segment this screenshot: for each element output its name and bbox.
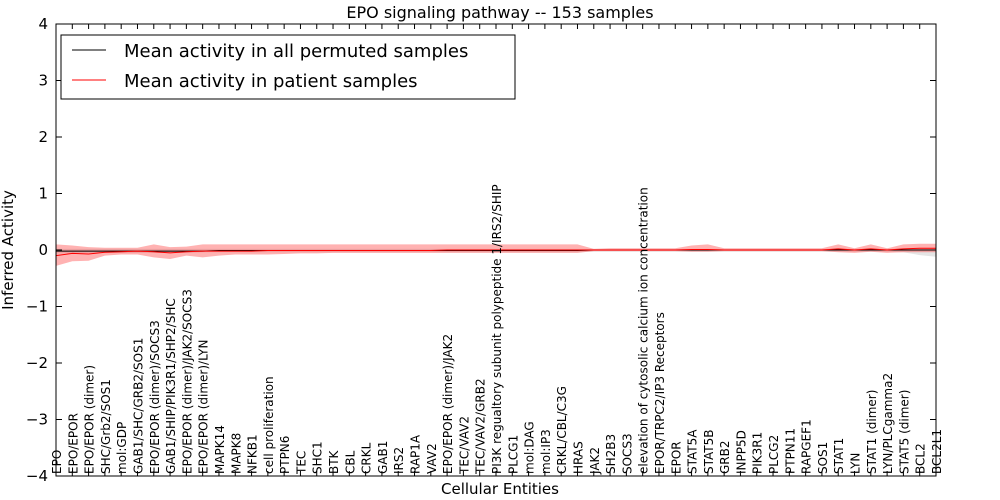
x-tick-label: mol:IP3 [539, 429, 553, 474]
y-axis-label: Inferred Activity [0, 190, 17, 310]
x-tick-label: PLCG1 [506, 435, 520, 474]
x-tick-label: GAB1/SHC/GRB2/SOS1 [131, 338, 145, 474]
x-tick-label: PTPN6 [278, 436, 292, 474]
x-tick-label: TEC [294, 451, 308, 475]
x-tick-label: STAT5B [702, 430, 716, 475]
x-tick-label: STAT5 (dimer) [897, 390, 911, 474]
x-tick-label: EPO/EPOR [66, 413, 80, 474]
x-tick-label: PTPN11 [783, 428, 797, 474]
x-tick-label: NFKB1 [246, 434, 260, 474]
y-tick-label: −4 [26, 467, 48, 485]
x-tick-label: RAP1A [409, 434, 423, 474]
x-tick-label: SHC/Grb2/SOS1 [99, 379, 113, 474]
x-tick-label: SH2B3 [604, 434, 618, 474]
x-tick-label: STAT5A [686, 429, 700, 474]
y-tick-label: 4 [38, 15, 48, 33]
legend-frame [60, 34, 516, 100]
x-axis-label: Cellular Entities [441, 480, 559, 498]
x-tick-label: GAB1 [376, 441, 390, 474]
x-tick-label: JAK2 [588, 447, 602, 475]
x-tick-label: CRKL [360, 442, 374, 474]
legend-label-permuted: Mean activity in all permuted samples [124, 41, 468, 62]
x-tick-label: GAB1/SHIP/PIK3R1/SHP2/SHC [164, 298, 178, 474]
y-tick-label: 3 [38, 72, 48, 90]
x-tick-label: SOCS3 [620, 433, 634, 474]
x-tick-label: RAPGEF1 [800, 419, 814, 474]
x-tick-label: HRAS [571, 441, 585, 474]
x-tick-label: EPO [50, 450, 64, 474]
y-tick-label: −1 [26, 298, 48, 316]
x-tick-label: VAV2 [425, 443, 439, 474]
x-tick-label: IRS2 [392, 447, 406, 474]
x-tick-label: elevation of cytosolic calcium ion conce… [637, 187, 651, 474]
x-tick-label: EPO/EPOR (dimer)/LYN [197, 340, 211, 474]
x-tick-label: SHC1 [311, 441, 325, 474]
x-tick-label: STAT1 [832, 438, 846, 474]
x-tick-label: cell proliferation [262, 376, 276, 474]
y-tick-label: 2 [38, 128, 48, 146]
x-tick-label: EPO/EPOR (dimer)/SOCS3 [148, 320, 162, 474]
x-tick-label: CRKL/CBL/C3G [555, 386, 569, 474]
x-tick-label: BCL2 [914, 443, 928, 474]
x-tick-label: mol:GDP [115, 422, 129, 474]
y-tick-label: 0 [38, 241, 48, 259]
x-tick-label: GRB2 [718, 440, 732, 474]
x-tick-label: STAT1 (dimer) [865, 390, 879, 474]
y-tick-label: 1 [38, 185, 48, 203]
x-tick-label: EPOR/TRPC2/IP3 Receptors [653, 312, 667, 474]
series-line-patient [55, 247, 936, 257]
x-tick-label: BCL2L1 [930, 429, 944, 474]
x-tick-label: MAPK8 [229, 433, 243, 474]
x-tick-label: MAPK14 [213, 425, 227, 474]
y-tick-label: −3 [26, 411, 48, 429]
y-axis: 4 3 2 1 0 −1 −2 −3 −4 [26, 15, 936, 485]
x-tick-label: LYN/PLCgamma2 [881, 373, 895, 474]
x-tick-label: TEC/VAV2/GRB2 [474, 378, 488, 475]
x-tick-label: LYN [849, 453, 863, 474]
x-tick-label: EPO/EPOR (dimer)/JAK2/SOCS3 [180, 289, 194, 474]
x-tick-label: BTK [327, 449, 341, 474]
legend: Mean activity in all permuted samples Me… [60, 34, 516, 100]
x-tick-label: TEC/VAV2 [457, 416, 471, 475]
x-tick-label: mol:DAG [523, 421, 537, 474]
x-tick-label: PIK3R1 [751, 432, 765, 474]
x-tick-label: EPOR [669, 441, 683, 474]
x-tick-label: PLCG2 [767, 435, 781, 474]
x-tick-label: PI3K regualtory subunit polypeptide 1/IR… [490, 184, 504, 474]
x-tick-label: INPP5D [734, 430, 748, 474]
y-tick-label: −2 [26, 354, 48, 372]
series-lines [55, 247, 936, 257]
x-tick-label: EPO/EPOR (dimer) [83, 365, 97, 474]
x-axis: EPO EPO/EPOR EPO/EPOR (dimer) SHC/Grb2/SOS1… [50, 24, 944, 476]
chart-title: EPO signaling pathway -- 153 samples [346, 3, 653, 22]
x-tick-label: CBL [343, 450, 357, 474]
x-tick-label: EPO/EPOR (dimer)/JAK2 [441, 334, 455, 474]
legend-label-patient: Mean activity in patient samples [124, 71, 418, 92]
x-tick-label: SOS1 [816, 442, 830, 474]
